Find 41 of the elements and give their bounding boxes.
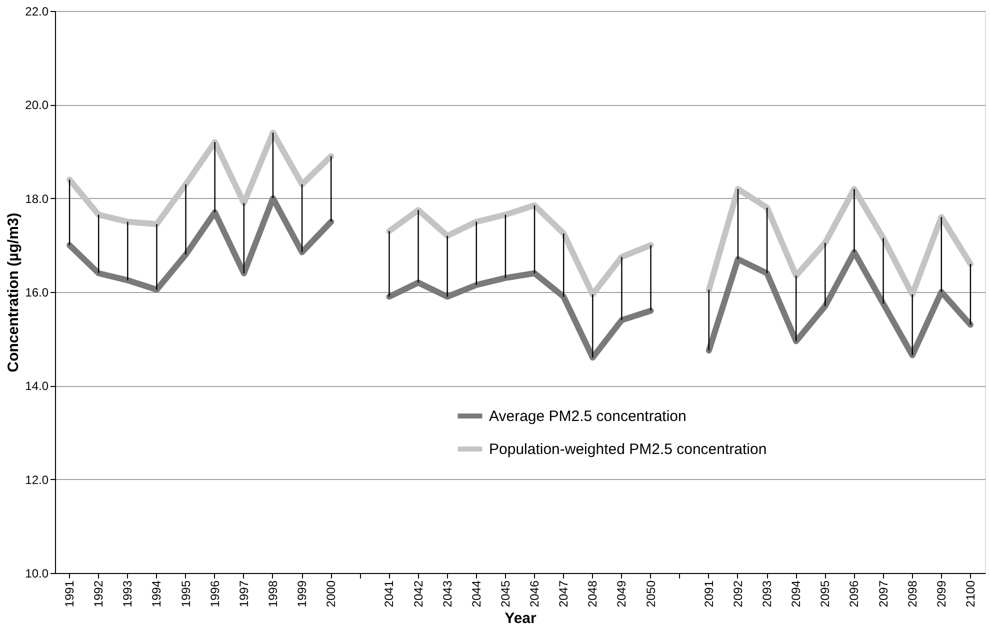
x-tick-label: 1993 [120, 580, 135, 608]
y-axis-title: Concentration (µg/m3) [5, 212, 22, 372]
x-tick-label: 2095 [818, 580, 832, 608]
x-tick-label: 2094 [789, 580, 804, 608]
y-tick-label: 12.0 [25, 472, 49, 487]
y-tick-label: 22.0 [25, 4, 49, 18]
x-tick-label: 2091 [702, 580, 716, 608]
y-tick-label: 14.0 [25, 379, 49, 394]
x-tick-label: 1998 [266, 580, 280, 608]
x-tick-label: 1999 [295, 580, 310, 608]
x-tick-label: 2043 [440, 580, 454, 608]
y-tick-label: 16.0 [25, 286, 49, 300]
x-tick-label: 2045 [498, 580, 512, 608]
x-tick-label: 2048 [586, 580, 600, 608]
x-tick-label: 2097 [876, 580, 890, 608]
x-tick-label: 2093 [760, 580, 774, 608]
x-tick-label: 2046 [528, 580, 542, 608]
y-tick-label: 10.0 [25, 566, 49, 580]
x-tick-label: 2098 [905, 580, 920, 608]
legend-label: Population-weighted PM2.5 concentration [489, 441, 767, 458]
x-tick-label: 2042 [411, 580, 426, 608]
x-tick-label: 2041 [382, 580, 396, 608]
x-axis-title: Year [504, 610, 537, 628]
x-tick-label: 2096 [847, 580, 862, 608]
x-tick-label: 1996 [208, 580, 222, 608]
x-tick-label: 2000 [324, 580, 338, 608]
x-tick-label: 2092 [730, 580, 745, 608]
y-tick-label: 20.0 [25, 98, 49, 112]
x-tick-label: 1994 [150, 580, 164, 608]
x-tick-label: 2047 [556, 580, 571, 608]
y-tick-label: 18.0 [25, 192, 49, 206]
x-tick-label: 1992 [92, 580, 106, 608]
legend-label: Average PM2.5 concentration [489, 408, 686, 425]
x-tick-label: 1997 [236, 580, 251, 608]
x-tick-label: 2044 [469, 580, 484, 608]
x-tick-label: 2099 [934, 580, 948, 608]
x-tick-label: 2100 [963, 580, 978, 608]
x-tick-label: 1995 [178, 580, 193, 608]
x-tick-label: 2049 [614, 580, 629, 608]
x-tick-label: 2050 [644, 580, 658, 608]
x-tick-label: 1991 [62, 580, 77, 608]
